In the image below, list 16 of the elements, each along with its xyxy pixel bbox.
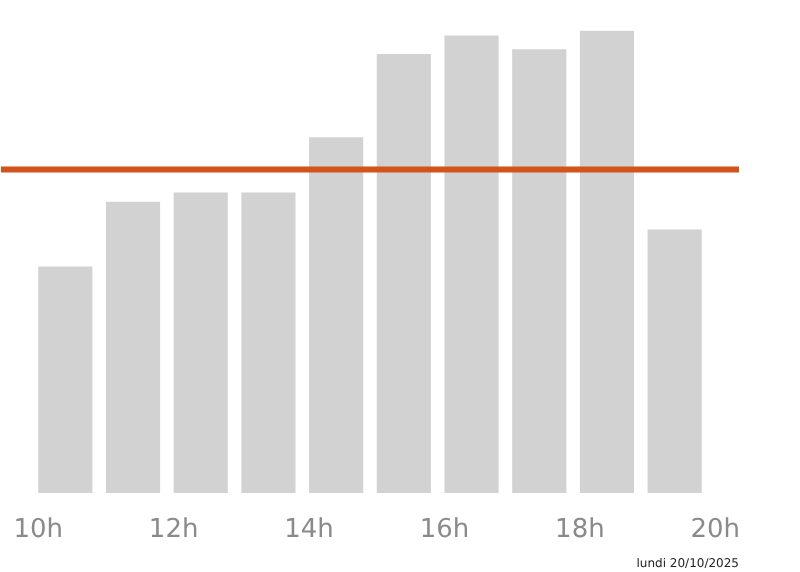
bar	[579, 30, 635, 493]
bar	[309, 137, 364, 493]
bar	[512, 49, 567, 493]
bar	[647, 229, 702, 493]
bar	[173, 192, 228, 493]
x-tick-label: 10h	[13, 515, 64, 545]
bar	[241, 192, 296, 493]
x-tick-label: 20h	[690, 515, 741, 545]
x-tick-label: 12h	[148, 515, 199, 545]
x-tick-label: 14h	[284, 515, 334, 545]
x-tick-label: 18h	[555, 515, 605, 545]
bar	[444, 35, 499, 493]
bar	[38, 266, 93, 493]
x-tick-label: 16h	[419, 515, 470, 545]
bar	[105, 201, 161, 493]
bar	[376, 53, 431, 493]
